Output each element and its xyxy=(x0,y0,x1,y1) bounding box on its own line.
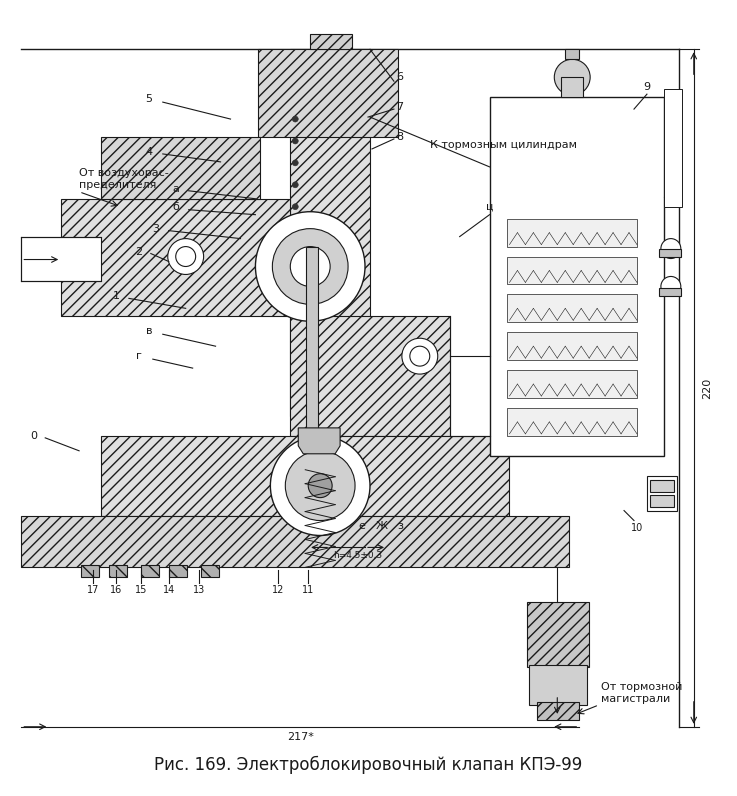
Bar xyxy=(307,247,318,446)
Text: 10: 10 xyxy=(631,522,643,533)
Text: 11: 11 xyxy=(302,585,315,595)
Text: 220: 220 xyxy=(702,377,712,399)
Text: Рис. 169. Электроблокировочный клапан КПЭ-99: Рис. 169. Электроблокировочный клапан КП… xyxy=(154,755,582,774)
Bar xyxy=(310,34,352,49)
Circle shape xyxy=(293,116,298,122)
Circle shape xyxy=(661,239,681,259)
Polygon shape xyxy=(298,428,340,454)
Text: 6: 6 xyxy=(397,72,403,82)
Circle shape xyxy=(554,59,590,96)
Text: 13: 13 xyxy=(192,585,205,595)
Bar xyxy=(508,219,637,247)
Polygon shape xyxy=(101,137,260,199)
Circle shape xyxy=(308,474,332,498)
Text: 217*: 217* xyxy=(287,732,314,742)
Bar xyxy=(528,603,589,667)
Text: h=4,5±0,3: h=4,5±0,3 xyxy=(333,551,383,560)
Circle shape xyxy=(256,212,365,322)
Polygon shape xyxy=(290,49,370,416)
Polygon shape xyxy=(101,436,509,516)
Text: 9: 9 xyxy=(643,82,651,92)
Bar xyxy=(489,97,664,456)
Circle shape xyxy=(410,346,430,366)
Text: 5: 5 xyxy=(145,94,153,104)
Bar xyxy=(647,476,677,510)
Text: 1: 1 xyxy=(113,291,119,302)
Polygon shape xyxy=(21,236,101,282)
Polygon shape xyxy=(61,199,290,316)
Text: б: б xyxy=(172,201,179,212)
Text: з: з xyxy=(397,521,403,530)
Bar xyxy=(664,89,682,207)
Text: ц: ц xyxy=(486,201,493,212)
Text: 7: 7 xyxy=(397,102,403,112)
Bar xyxy=(141,565,158,577)
Bar xyxy=(508,295,637,322)
Text: 12: 12 xyxy=(272,585,284,595)
Circle shape xyxy=(175,247,195,267)
Text: 2: 2 xyxy=(136,247,142,256)
Bar xyxy=(508,256,637,284)
Text: г: г xyxy=(136,351,142,361)
Circle shape xyxy=(293,138,298,144)
Text: 8: 8 xyxy=(397,132,403,142)
Text: Ж: Ж xyxy=(376,521,388,530)
Circle shape xyxy=(168,239,203,275)
Text: 16: 16 xyxy=(110,585,122,595)
Circle shape xyxy=(270,436,370,536)
Circle shape xyxy=(293,181,298,188)
Text: 14: 14 xyxy=(163,585,175,595)
Polygon shape xyxy=(259,49,398,137)
Bar xyxy=(508,370,637,398)
Bar xyxy=(650,494,674,506)
Circle shape xyxy=(402,338,438,374)
Bar xyxy=(650,480,674,492)
Bar xyxy=(659,288,681,296)
Bar xyxy=(81,565,99,577)
Bar xyxy=(562,77,583,97)
Text: е: е xyxy=(359,521,366,530)
Bar xyxy=(109,565,127,577)
Polygon shape xyxy=(290,316,450,436)
Text: 4: 4 xyxy=(145,147,153,157)
Circle shape xyxy=(273,228,348,304)
Text: 0: 0 xyxy=(29,431,37,441)
Circle shape xyxy=(290,247,330,287)
Polygon shape xyxy=(21,516,569,568)
Text: К тормозным цилиндрам: К тормозным цилиндрам xyxy=(430,140,577,150)
Bar xyxy=(529,665,587,704)
Bar xyxy=(508,408,637,436)
Bar xyxy=(508,332,637,360)
Text: От тормозной
магистрали: От тормозной магистрали xyxy=(601,682,682,704)
Circle shape xyxy=(293,160,298,166)
Circle shape xyxy=(285,451,355,521)
Text: От воздухорас-
пределителя: От воздухорас- пределителя xyxy=(79,168,169,189)
Bar xyxy=(537,702,579,720)
Bar xyxy=(565,49,579,59)
Bar xyxy=(659,248,681,256)
Text: а: а xyxy=(172,184,179,193)
Circle shape xyxy=(661,276,681,296)
Bar xyxy=(169,565,186,577)
Text: 17: 17 xyxy=(87,585,99,595)
Circle shape xyxy=(293,204,298,209)
Text: 15: 15 xyxy=(135,585,147,595)
Bar xyxy=(200,565,219,577)
Text: в: в xyxy=(146,326,152,336)
Text: 3: 3 xyxy=(153,224,159,234)
